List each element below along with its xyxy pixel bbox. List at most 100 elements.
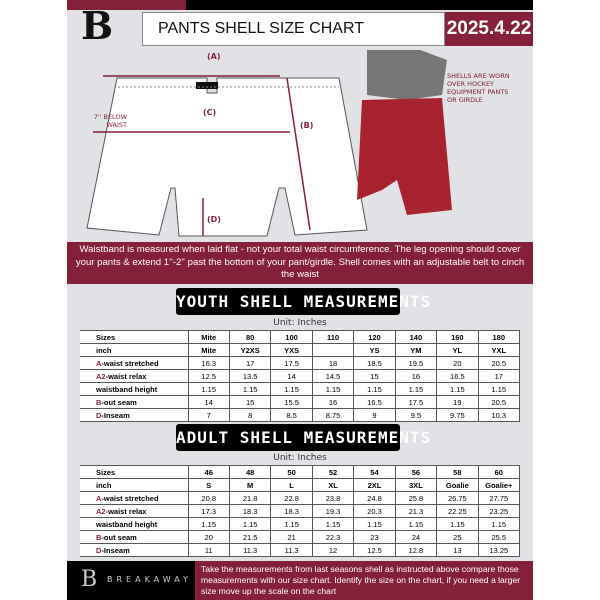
table-cell: 20.3 [353,504,396,518]
table-cell: 80 [228,330,272,344]
table-cell: 52 [311,465,355,479]
row-label: B-out seam [80,395,189,409]
adult-section-title: ADULT SHELL MEASUREMENTS [176,424,430,451]
table-row: B-out seam 14 15 15.5 16 16.5 17.5 19 20.5 [80,395,521,409]
table-cell: 2XL [353,478,396,492]
adult-unit: Unit: Inches [273,453,327,463]
row-label-prefix: A [96,358,102,368]
table-cell: 19 [436,395,479,409]
table-cell: Goalie [436,478,479,492]
table-cell: 24 [394,530,438,544]
page-title: PANTS SHELL SIZE CHART [142,12,445,46]
table-cell: 18.5 [353,356,396,370]
table-cell: 9 [353,408,396,422]
table-cell: M [228,478,272,492]
table-cell: 180 [477,330,521,344]
table-cell: 58 [436,465,479,479]
table-cell: 1.15 [394,382,438,396]
table-cell: 11.3 [228,543,272,557]
table-cell: 20.8 [187,491,230,505]
table-cell: 9.75 [436,408,479,422]
row-label: inch [80,478,189,492]
table-cell: 25.8 [394,491,438,505]
table-cell: 26.75 [436,491,479,505]
row-label-text: waistband height [96,384,158,394]
table-cell: 1.15 [270,382,313,396]
table-cell: 17.5 [394,395,438,409]
row-label-text: Sizes [96,467,116,477]
table-cell: Goalie+ [477,478,521,492]
table-cell: 120 [353,330,396,344]
table-cell: 22.25 [436,504,479,518]
table-cell: 16.3 [187,356,230,370]
table-cell: 20 [436,356,479,370]
row-label: D-Inseam [80,543,189,557]
table-cell: 8.5 [270,408,313,422]
table-cell: 19.3 [311,504,355,518]
footer-logo: B [81,567,98,592]
table-cell: 21.8 [228,491,272,505]
measurement-banner: Waistband is measured when laid flat - n… [67,242,533,284]
row-label-text: -waist stretched [101,493,159,503]
table-cell: 11.3 [270,543,313,557]
table-cell: YL [436,343,479,357]
table-row: inch Mite Y2XS YXS YS YM YL YXL [80,343,521,357]
table-cell: 15 [353,369,396,383]
table-cell: 15.5 [270,395,313,409]
table-cell: 46 [187,465,230,479]
label-c: (C) [203,108,217,117]
table-cell: 13 [436,543,479,557]
table-cell: 25.5 [477,530,521,544]
table-row: A2-waist relax 12.5 13.5 14 14.5 15 16 16.5 17 [80,369,521,383]
row-label-prefix: D [96,410,102,420]
row-label-text: inch [96,345,112,355]
table-cell: 1.15 [436,382,479,396]
table-cell: 27.75 [477,491,521,505]
table-cell: 48 [228,465,272,479]
table-cell: 13.5 [228,369,272,383]
table-cell: 1.15 [311,382,355,396]
table-cell: 60 [477,465,521,479]
row-label: B-out seam [80,530,189,544]
pants-diagram [86,50,452,237]
table-cell: 22.3 [311,530,355,544]
table-cell: 8.75 [311,408,355,422]
footer-instructions: Take the measurements from last seasons … [195,561,533,600]
table-cell: 17 [477,369,521,383]
table-cell: 1.15 [228,382,272,396]
table-row: Sizes Mite 80 100 110 120 140 160 180 [80,330,521,344]
label-a: (A) [207,52,221,61]
table-row: A-waist stretched 16.3 17 17.5 18 18.5 19.5 20 2… [80,356,521,370]
row-label-text: -waist stretched [101,358,159,368]
table-cell: 18.3 [270,504,313,518]
table-cell: 3XL [394,478,438,492]
row-label: D-Inseam [80,408,189,422]
row-label: Sizes [80,330,189,344]
table-cell: 50 [270,465,313,479]
shell-note: SHELLS ARE WORN OVER HOCKEY EQUIPMENT PA… [447,72,510,104]
table-cell: 13.25 [477,543,521,557]
table-cell: 19.5 [394,356,438,370]
row-label-prefix: A [96,493,102,503]
table-cell: 54 [353,465,396,479]
table-cell: 7 [187,408,230,422]
top-strip-maroon [67,0,186,10]
row-label-text: -Inseam [101,410,130,420]
table-cell: 110 [311,330,355,344]
row-label: A2-waist relax [80,369,189,383]
table-cell: L [270,478,313,492]
youth-unit: Unit: Inches [273,318,327,328]
table-cell: 17.5 [270,356,313,370]
table-cell: 14 [187,395,230,409]
table-cell: 56 [394,465,438,479]
table-cell: 11 [187,543,230,557]
table-cell: 16.5 [436,369,479,383]
table-cell: 10.3 [477,408,521,422]
table-row: inch S M L XL 2XL 3XL Goalie Goalie+ [80,478,521,492]
row-label: A2-waist relax [80,504,189,518]
table-cell: 21.3 [394,504,438,518]
table-cell: YXS [270,343,313,357]
date-badge: 2025.4.22 [445,12,533,46]
table-row: Sizes 46 48 50 52 54 56 58 60 [80,465,521,479]
table-cell: 1.15 [187,517,230,531]
